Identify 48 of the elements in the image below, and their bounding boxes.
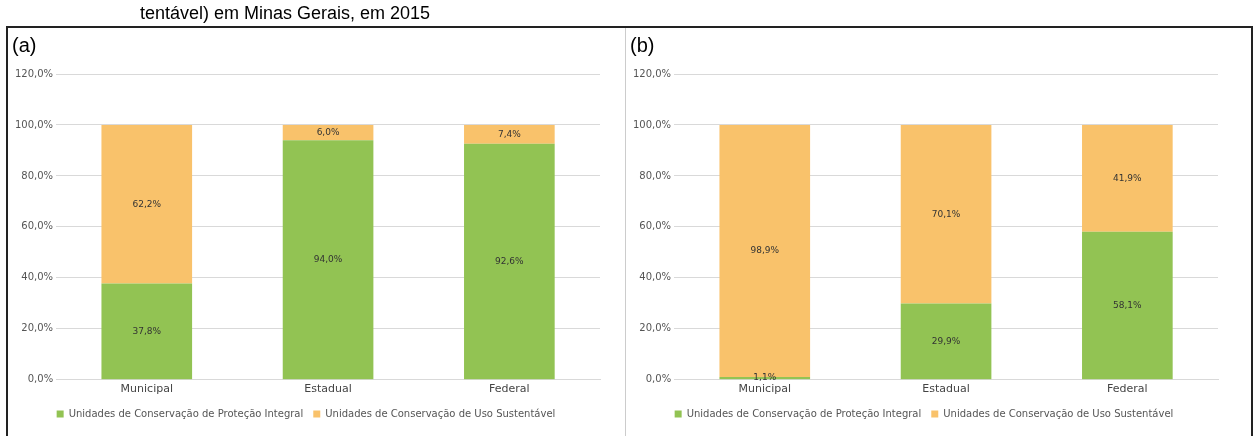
data-label: 29,9% (931, 335, 961, 346)
x-tick-label: Municipal (120, 382, 173, 396)
data-label: 62,2% (132, 198, 162, 209)
bar (101, 124, 193, 284)
bar (282, 140, 374, 380)
y-tick-label: 80,0% (639, 169, 672, 181)
data-label: 37,8% (132, 325, 162, 336)
y-tick-label: 60,0% (639, 220, 672, 232)
y-tick-label: 20,0% (21, 322, 54, 334)
data-label: 6,0% (316, 126, 340, 137)
bar (464, 143, 555, 380)
bar (900, 124, 992, 304)
data-label: 41,9% (1113, 172, 1143, 183)
x-tick-label: Federal (489, 382, 530, 396)
bar (101, 283, 193, 380)
text: tentável) em Minas Gerais, em 2015 (140, 3, 431, 23)
chart-title: (a) (12, 33, 37, 56)
y-tick-label: 40,0% (21, 271, 54, 283)
data-label: 92,6% (495, 255, 525, 266)
data-label: 58,1% (1113, 299, 1143, 310)
y-tick-label: 40,0% (639, 271, 672, 283)
x-tick-label: Estadual (922, 382, 970, 396)
legend-label: Unidades de Conservação de Uso Sustentável (325, 407, 556, 419)
data-label: 70,1% (931, 208, 961, 219)
data-label: 1,1% (753, 372, 777, 383)
y-tick-label: 100,0% (14, 118, 54, 130)
bar (1082, 231, 1173, 380)
data-label: 94,0% (313, 254, 343, 265)
y-tick-label: 60,0% (21, 220, 54, 232)
y-tick-label: 0,0% (27, 373, 54, 385)
y-tick-label: 80,0% (21, 169, 54, 181)
bar (1082, 124, 1173, 232)
y-tick-label: 20,0% (639, 322, 672, 334)
bar (900, 303, 992, 380)
y-tick-label: 120,0% (14, 67, 54, 79)
y-tick-label: 120,0% (632, 67, 672, 79)
data-label: 7,4% (497, 128, 522, 139)
legend-label: Unidades de Conservação de Proteção Integral (68, 407, 304, 419)
x-tick-label: Estadual (304, 382, 352, 396)
bar (464, 124, 555, 144)
data-label: 98,9% (750, 245, 780, 256)
x-tick-label: Federal (1107, 382, 1148, 396)
y-tick-label: 0,0% (645, 373, 672, 385)
legend-label: Unidades de Conservação de Proteção Integral (686, 407, 922, 419)
legend-label: Unidades de Conservação de Uso Sustentável (943, 407, 1174, 419)
chart-title: (b) (630, 33, 655, 56)
y-tick-label: 100,0% (632, 118, 672, 130)
x-tick-label: Municipal (738, 382, 791, 396)
